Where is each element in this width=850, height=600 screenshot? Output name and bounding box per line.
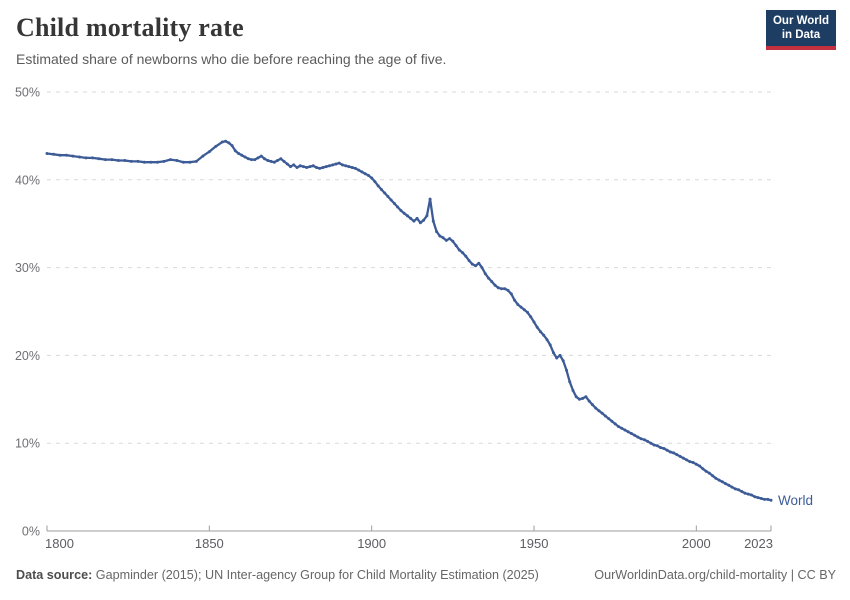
chart-footer: Data source: Gapminder (2015); UN Inter-…	[16, 568, 836, 582]
attribution-note[interactable]: OurWorldinData.org/child-mortality | CC …	[594, 568, 836, 582]
y-tick-label: 30%	[15, 261, 40, 275]
data-source-note: Data source: Gapminder (2015); UN Inter-…	[16, 568, 539, 582]
data-line-world[interactable]	[45, 140, 773, 502]
x-tick-label: 1800	[45, 536, 74, 551]
y-tick-label: 50%	[15, 86, 40, 100]
page-title: Child mortality rate	[16, 13, 244, 42]
y-tick-label: 40%	[15, 173, 40, 187]
x-tick-label: 1850	[195, 536, 224, 551]
y-tick-label: 0%	[22, 525, 40, 539]
x-tick-label: 2023	[744, 536, 773, 551]
series-end-label: World	[778, 493, 813, 508]
data-source-label: Data source:	[16, 568, 93, 582]
chart-subtitle: Estimated share of newborns who die befo…	[16, 51, 447, 67]
x-tick-label: 2000	[682, 536, 711, 551]
y-tick-label: 10%	[15, 437, 40, 451]
y-tick-label: 20%	[15, 349, 40, 363]
owid-logo[interactable]: Our World in Data	[765, 10, 836, 50]
owid-logo-line2: in Data	[781, 29, 821, 42]
x-tick-label: 1900	[357, 536, 386, 551]
owid-logo-line1: Our World	[772, 15, 829, 27]
x-tick-label: 1950	[520, 536, 549, 551]
data-source-text: Gapminder (2015); UN Inter-agency Group …	[92, 568, 539, 582]
